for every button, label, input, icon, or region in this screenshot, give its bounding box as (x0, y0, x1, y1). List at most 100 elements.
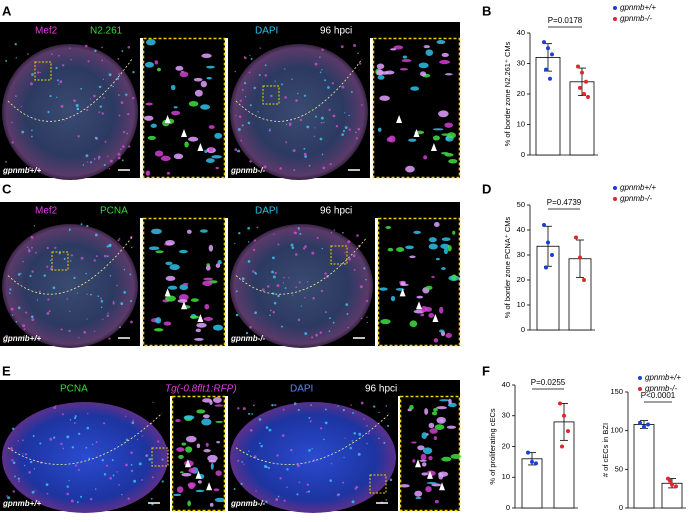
cell (154, 60, 159, 65)
data-point (578, 255, 582, 260)
y-tick-label: 100 (610, 426, 623, 435)
cell (184, 141, 189, 148)
nucleus (275, 499, 278, 501)
nucleus (273, 233, 275, 235)
nucleus (303, 152, 307, 156)
tissue (2, 402, 168, 513)
nucleus (269, 309, 272, 312)
cell (200, 104, 211, 110)
cell (188, 467, 197, 473)
nucleus (265, 426, 269, 429)
nucleus (342, 409, 345, 412)
nucleus (73, 276, 76, 279)
nucleus (122, 145, 125, 148)
cell (155, 250, 164, 254)
nucleus (45, 483, 49, 487)
bar (535, 57, 561, 156)
cell (217, 259, 222, 265)
cell (215, 420, 224, 423)
cell (175, 65, 184, 71)
nucleus (74, 415, 77, 418)
nucleus (269, 128, 271, 130)
panel-letter: F (482, 363, 490, 378)
nucleus (354, 487, 357, 490)
p-value: P<0.0001 (641, 391, 676, 400)
cell (418, 62, 429, 69)
cell (194, 89, 203, 97)
channel-label: Mef2 (35, 206, 58, 217)
nucleus (80, 495, 83, 498)
nucleus (314, 115, 317, 118)
nucleus (109, 476, 112, 480)
nucleus (17, 440, 19, 442)
nucleus (26, 246, 29, 249)
nucleus (98, 111, 101, 114)
nucleus (70, 58, 72, 61)
nucleus (69, 47, 71, 49)
nucleus (39, 71, 41, 74)
cell (171, 110, 181, 116)
cell (215, 263, 221, 268)
nucleus (78, 336, 80, 339)
nucleus (353, 43, 357, 47)
cell (205, 442, 209, 447)
nucleus (293, 169, 296, 172)
micrograph (172, 396, 225, 511)
nucleus (292, 149, 296, 153)
nucleus (233, 488, 236, 490)
nucleus (161, 458, 164, 461)
nucleus (259, 47, 261, 49)
cell (143, 115, 154, 121)
arrowhead (164, 288, 171, 297)
cell (376, 69, 384, 76)
nucleus (277, 294, 280, 298)
data-point (550, 253, 554, 257)
cell (441, 52, 449, 57)
nucleus (285, 123, 288, 126)
cell (431, 411, 438, 416)
cell (379, 95, 390, 101)
cell (201, 53, 212, 59)
nucleus (263, 465, 267, 468)
roi-box (34, 61, 52, 81)
nucleus (274, 80, 276, 82)
data-point (646, 422, 650, 427)
nucleus (53, 406, 56, 409)
cell (434, 499, 439, 504)
nucleus (11, 121, 13, 124)
cell (441, 267, 446, 270)
nucleus (330, 231, 333, 234)
nucleus (240, 139, 243, 142)
data-point (544, 265, 548, 270)
nucleus (88, 457, 91, 460)
nucleus (123, 290, 127, 294)
nucleus (329, 162, 332, 166)
roi-box (262, 85, 280, 105)
nucleus (62, 447, 65, 450)
cell (188, 136, 199, 142)
nucleus (288, 122, 292, 126)
nucleus (249, 160, 252, 163)
nucleus (99, 105, 103, 108)
nucleus (256, 226, 259, 229)
cell (183, 415, 195, 420)
nucleus (366, 442, 368, 445)
nucleus (152, 401, 154, 404)
cell (212, 396, 222, 404)
panel-letter: B (482, 3, 491, 18)
cell (175, 419, 181, 423)
nucleus (319, 427, 323, 430)
arrowhead (413, 129, 420, 137)
nucleus (22, 439, 24, 442)
header-bar (0, 380, 460, 396)
data-point (526, 450, 530, 455)
nucleus (130, 300, 133, 303)
nucleus (55, 405, 57, 407)
nucleus (87, 412, 89, 415)
arrowhead (396, 115, 403, 123)
nucleus (252, 248, 256, 252)
nucleus (73, 416, 77, 420)
data-point (586, 95, 590, 100)
nucleus (385, 404, 388, 407)
nucleus (46, 246, 49, 250)
